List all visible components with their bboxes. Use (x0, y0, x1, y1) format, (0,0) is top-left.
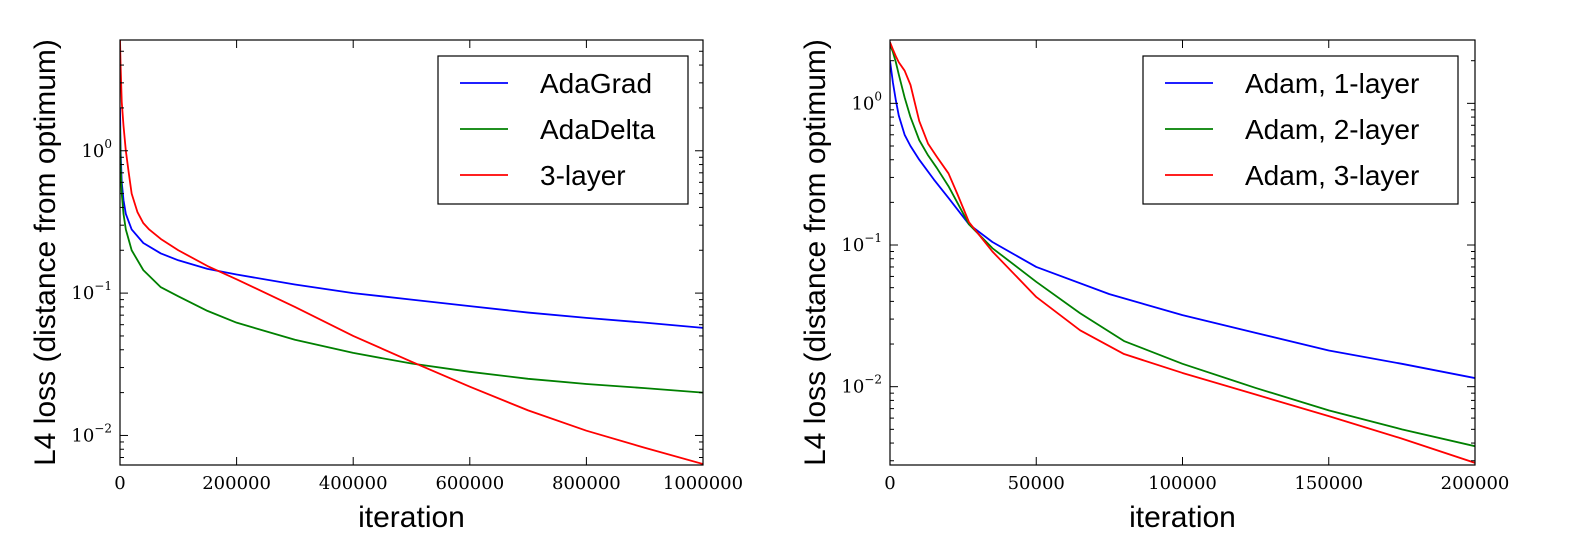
y-tick-label: 10−1 (71, 279, 112, 304)
legend-label-1: AdaGrad (540, 68, 652, 99)
chart-panel-1: 0 200000 400000 600000 800000 100000010010−11… (29, 39, 743, 534)
x-tick-label: 800000 (552, 473, 621, 494)
x-tick-label: 150000 (1294, 473, 1363, 494)
series-line-1 (890, 60, 1475, 379)
chart-panel-2: 0 50000 100000 150000 20000010010−110−2itera… (799, 39, 1509, 534)
series-line-1 (120, 107, 703, 329)
x-tick-label: 100000 (1148, 473, 1217, 494)
x-tick-label: 0 (884, 473, 895, 494)
y-tick-exponent: −1 (864, 231, 882, 245)
legend: AdaGrad AdaDelta 3-layer (437, 55, 689, 205)
x-tick-label: 0 (114, 473, 125, 494)
legend-label-1: Adam, 1-layer (1245, 68, 1419, 99)
y-tick-base: 10 (71, 283, 94, 304)
y-tick-exponent: −2 (94, 421, 112, 435)
series-line-3 (120, 40, 703, 465)
y-tick-label: 100 (851, 89, 882, 114)
y-tick-exponent: 0 (874, 89, 882, 103)
y-tick-label: 10−1 (841, 231, 882, 256)
x-tick-label: 600000 (435, 473, 504, 494)
y-tick-base: 10 (841, 235, 864, 256)
x-tick-label: 200000 (1441, 473, 1510, 494)
legend-label-2: AdaDelta (540, 114, 656, 145)
plot-frame (119, 39, 704, 466)
legend-label-3: 3-layer (540, 160, 626, 191)
y-axis-label: L4 loss (distance from optimum) (799, 39, 832, 466)
series-line-2 (890, 44, 1475, 448)
y-axis-label: L4 loss (distance from optimum) (29, 39, 62, 466)
y-tick-label: 10−2 (71, 421, 112, 446)
y-tick-label: 100 (81, 137, 112, 162)
legend-label-3: Adam, 3-layer (1245, 160, 1419, 191)
x-tick-label: 200000 (202, 473, 271, 494)
y-tick-exponent: −1 (94, 279, 112, 293)
series-line-3 (890, 41, 1475, 464)
y-tick-base: 10 (851, 93, 874, 114)
legend-frame (1142, 55, 1459, 205)
y-tick-exponent: 0 (104, 137, 112, 151)
x-axis-label: iteration (1129, 501, 1236, 534)
y-tick-base: 10 (841, 377, 864, 398)
x-tick-label: 50000 (1008, 473, 1065, 494)
y-tick-label: 10−2 (841, 373, 882, 398)
x-tick-label: 1000000 (663, 473, 743, 494)
series-line-2 (120, 125, 703, 394)
x-axis-label: iteration (358, 501, 465, 534)
y-tick-exponent: −2 (864, 373, 882, 387)
x-tick-label: 400000 (319, 473, 388, 494)
legend-label-2: Adam, 2-layer (1245, 114, 1419, 145)
legend-frame (437, 55, 689, 205)
y-tick-base: 10 (71, 425, 94, 446)
y-tick-base: 10 (81, 141, 104, 162)
legend: Adam, 1-layer Adam, 2-layer Adam, 3-layer (1142, 55, 1459, 205)
